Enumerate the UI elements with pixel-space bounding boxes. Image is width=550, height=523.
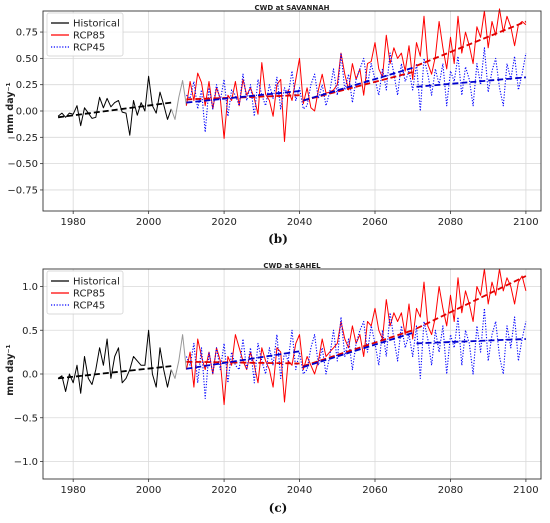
chart-title: CWD at SAHEL [263,262,321,270]
series-line-rcp85 [185,268,527,406]
x-tick-label: 2020 [211,485,236,496]
legend-box [46,12,124,57]
legend-label-historical: Historical [73,19,120,30]
y-tick-label: 1.0 [22,282,38,293]
panel-caption: (c) [269,501,288,515]
plot-frame [42,268,542,480]
y-axis-label: mm day⁻¹ [5,82,16,133]
series-line-rcp45 [185,307,527,400]
trend-line [303,329,414,367]
y-tick-label: 0.00 [16,107,38,118]
y-tick-label: −0.5 [14,413,38,424]
y-tick-label: −0.50 [7,159,38,170]
plot-frame [42,10,542,212]
y-tick-label: −1.0 [14,457,38,468]
legend-box [46,270,124,315]
x-tick-label: 2060 [362,485,387,496]
x-tick-label: 1980 [60,485,85,496]
trend-line [186,360,300,365]
x-tick-label: 2100 [513,485,538,496]
panel-caption: (b) [268,232,288,246]
chart-panel-sahel: CWD at SAHEL mm day⁻¹ (c) 1980 2000 2020 20… [5,262,542,515]
legend-label-rcp85: RCP85 [73,31,105,42]
chart-panel-savannah: CWD at SAVANNAH mm day⁻¹ (b) 1980 2000 202… [5,4,542,246]
x-tick-label: 2000 [136,217,161,228]
trend-line [416,338,526,345]
y-tick-label: 0.25 [16,80,38,91]
x-tick-label: 2080 [438,217,463,228]
series-line-historical [57,75,172,136]
legend-label-rcp85: RCP85 [73,289,105,300]
y-tick-label: −0.25 [7,133,38,144]
chart-title: CWD at SAVANNAH [255,4,330,12]
legend-label-historical: Historical [73,277,120,288]
x-tick-label: 1980 [60,217,85,228]
y-axis-label: mm day⁻¹ [5,344,16,395]
series-line-bridge [170,80,187,120]
trend-line [416,76,526,88]
y-tick-label: −0.75 [7,185,38,196]
trend-line [57,365,172,380]
grid: 1980 2000 2020 2040 2060 2080 2100 −0.75 −0.50 −0… [7,11,541,228]
trend-line [57,101,172,119]
series-line-historical [57,329,172,394]
legend-label-rcp45: RCP45 [73,43,105,54]
x-tick-label: 2000 [136,485,161,496]
y-tick-label: 0.75 [16,28,38,39]
series-line-bridge [170,334,187,379]
x-tick-label: 2080 [438,485,463,496]
y-tick-label: 0.0 [22,370,38,381]
series-line-rcp85 [185,8,527,142]
x-tick-label: 2040 [287,485,312,496]
legend-label-rcp45: RCP45 [73,301,105,312]
x-tick-label: 2100 [513,217,538,228]
trend-line [186,90,300,104]
x-tick-label: 2020 [211,217,236,228]
series-line-rcp45 [186,47,527,133]
trend-line [303,66,413,102]
x-tick-label: 2060 [362,217,387,228]
x-tick-label: 2040 [287,217,312,228]
grid: 1980 2000 2020 2040 2060 2080 2100 −1.0 −0.5 0.0 0… [14,269,541,496]
trend-line [416,20,527,67]
trend-line [186,350,300,370]
trend-line [416,275,527,330]
y-tick-label: 0.50 [16,54,38,65]
trend-line [303,332,413,368]
y-tick-label: 0.5 [22,326,38,337]
